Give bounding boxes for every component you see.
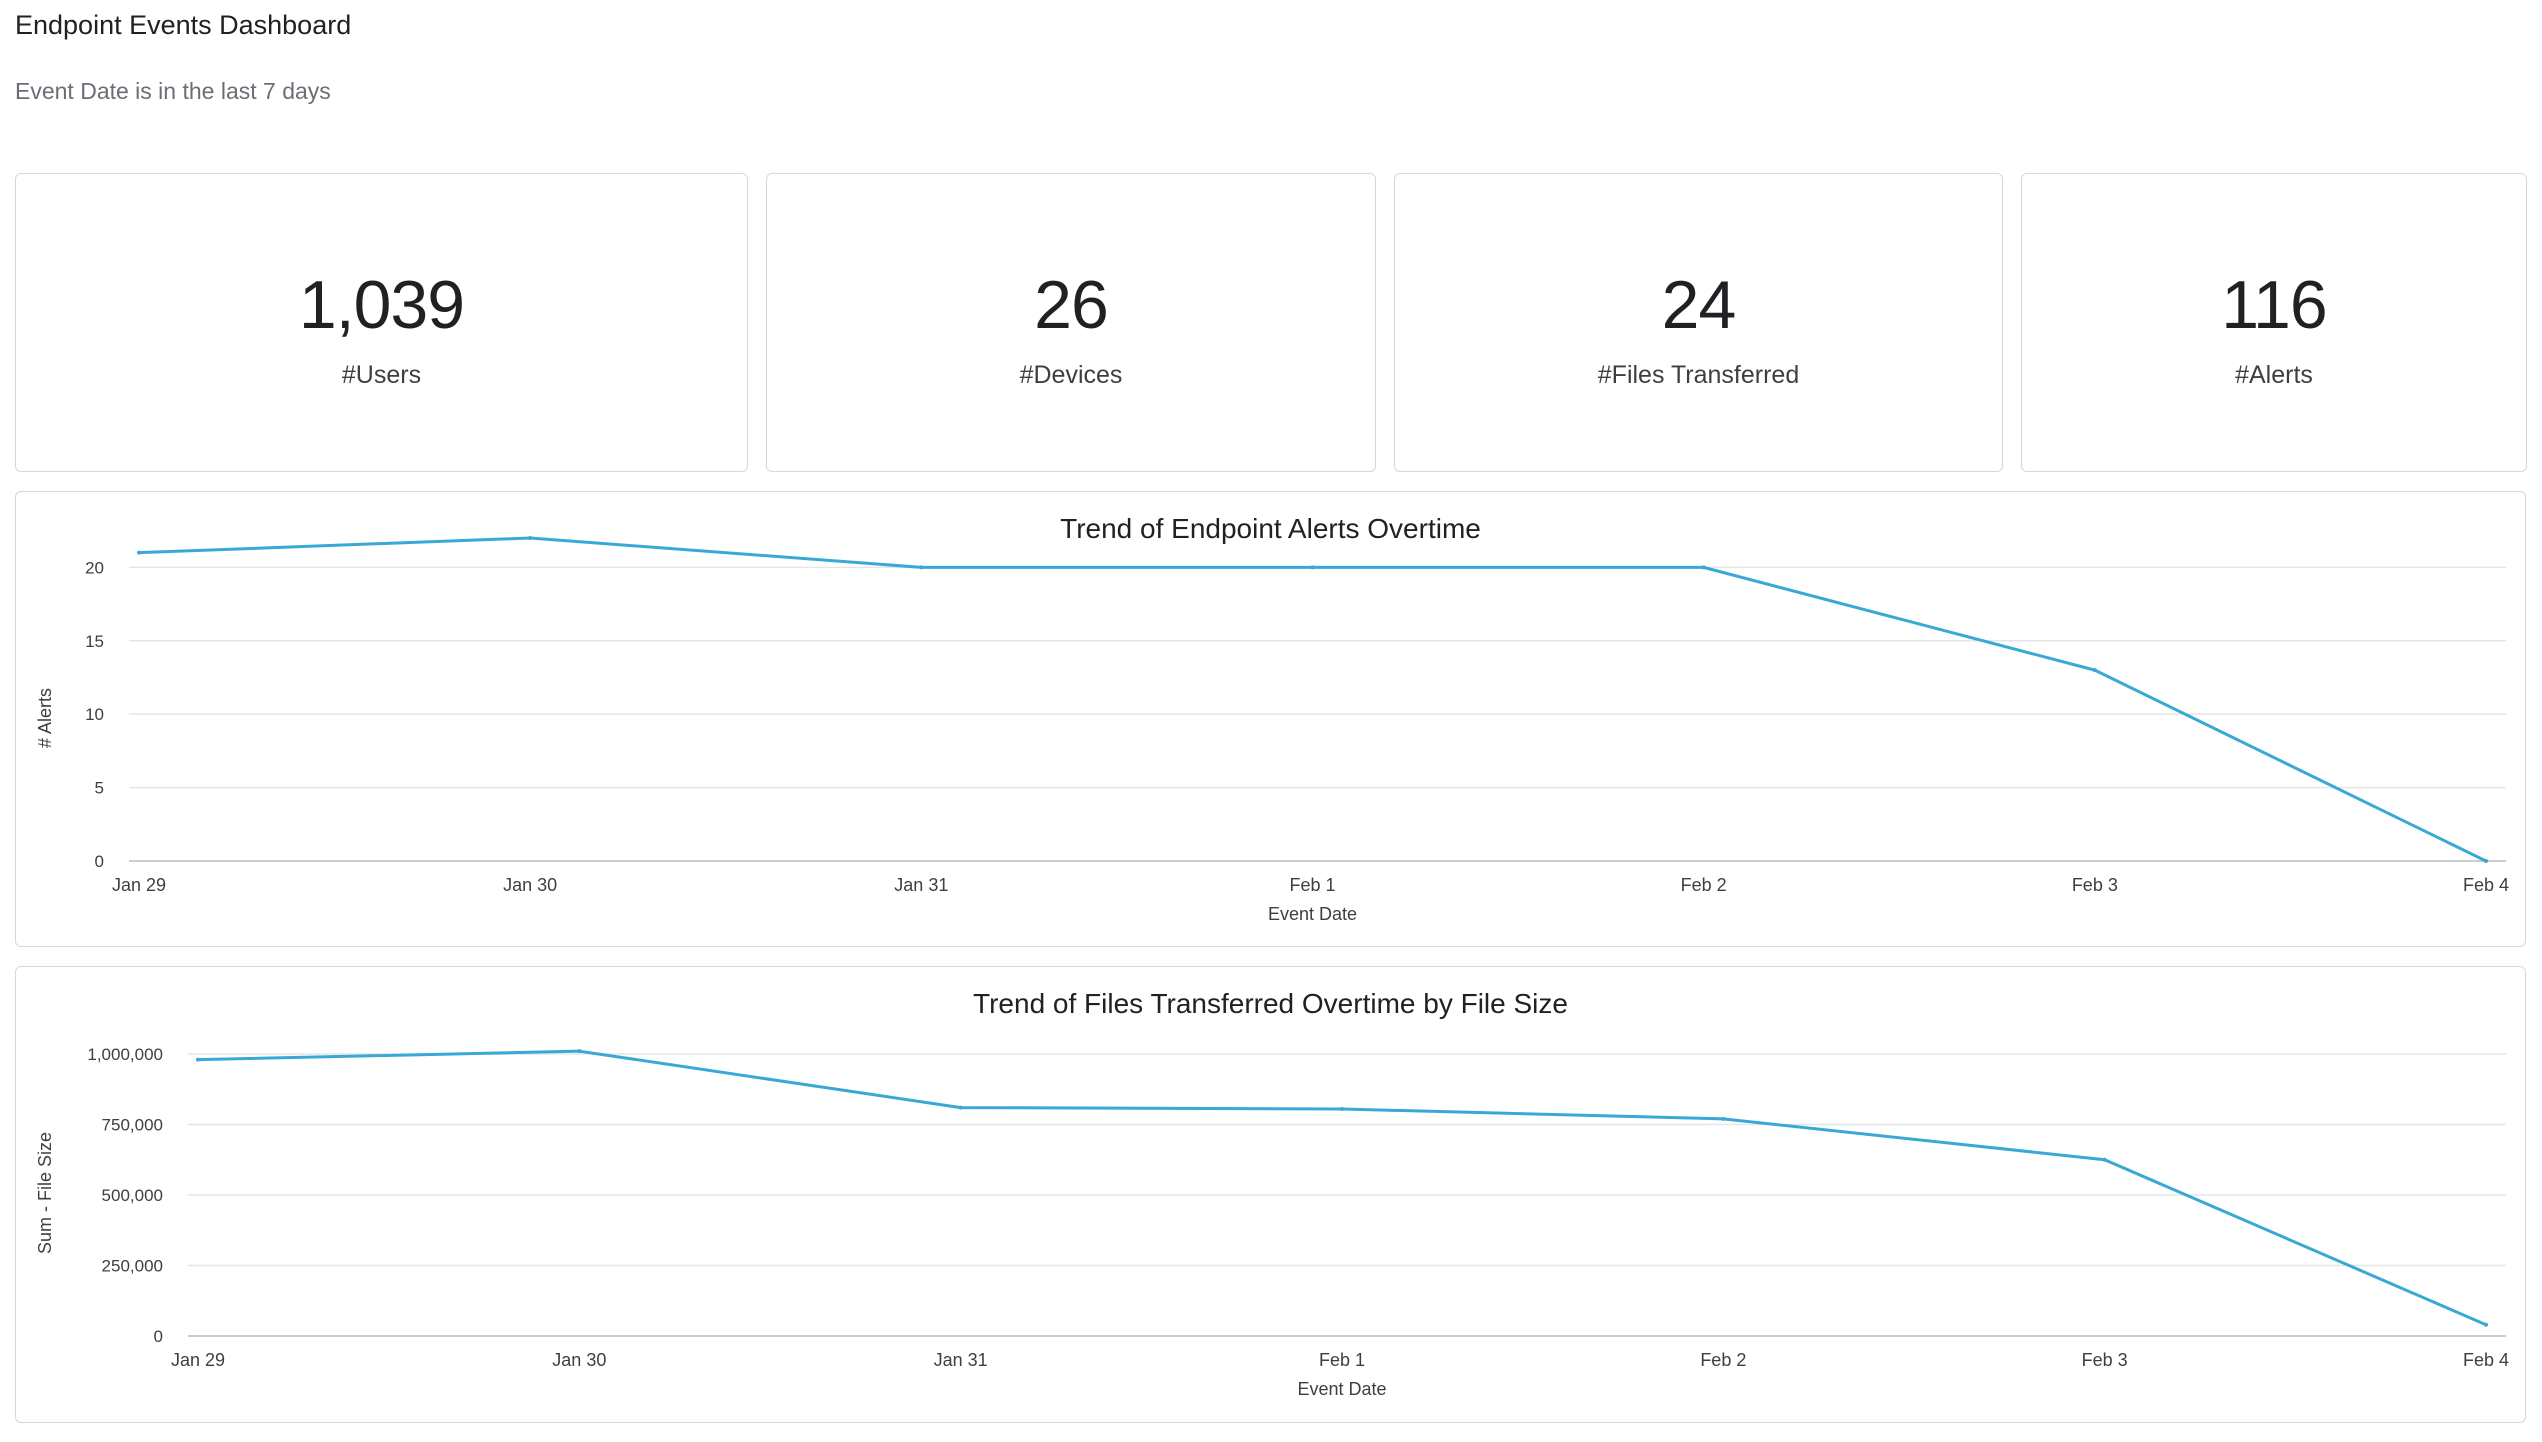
x-tick-label: Jan 29 — [112, 875, 166, 895]
kpi-card-files-transferred[interactable]: 24 #Files Transferred — [1394, 173, 2003, 472]
y-axis-title: # Alerts — [35, 688, 55, 748]
data-point — [958, 1105, 963, 1110]
kpi-row: 1,039 #Users 26 #Devices 24 #Files Trans… — [15, 173, 2527, 473]
y-tick-label: 5 — [95, 779, 104, 798]
data-point — [2484, 1322, 2488, 1327]
data-point — [1340, 1106, 1344, 1111]
files-trend-chart: 0 250,000 500,000 750,000 1,000,000 Jan 29 Jan… — [35, 1045, 2509, 1399]
data-point — [196, 1057, 200, 1062]
x-tick-label: Feb 2 — [1700, 1350, 1746, 1370]
x-tick-label: Feb 3 — [2072, 875, 2118, 895]
data-point — [137, 550, 141, 555]
kpi-card-devices[interactable]: 26 #Devices — [766, 173, 1376, 472]
x-tick-label: Jan 30 — [503, 875, 557, 895]
y-tick-label: 10 — [85, 705, 104, 724]
series-line — [138, 536, 2487, 863]
x-tick-label: Feb 3 — [2082, 1350, 2128, 1370]
y-tick-label: 0 — [154, 1327, 163, 1346]
kpi-label: #Users — [341, 361, 422, 389]
data-point — [2484, 859, 2488, 863]
x-tick-label: Jan 31 — [894, 875, 948, 895]
y-tick-label: 500,000 — [102, 1186, 163, 1205]
kpi-value: 1,039 — [298, 267, 465, 343]
kpi-label: #Files Transferred — [1597, 361, 1800, 389]
data-point — [1701, 565, 1706, 570]
x-tick-label: Feb 4 — [2463, 875, 2509, 895]
x-tick-label: Jan 31 — [934, 1350, 988, 1370]
alerts-trend-chart: 0 5 10 15 20 Jan 29 Jan 30 Jan 31 Feb 1 Feb 2 Feb … — [35, 536, 2509, 924]
y-tick-label: 20 — [85, 558, 104, 577]
kpi-value: 24 — [1661, 267, 1737, 343]
y-tick-label: 1,000,000 — [87, 1045, 163, 1064]
data-point — [1310, 565, 1315, 570]
y-tick-label: 750,000 — [102, 1116, 163, 1135]
y-tick-label: 0 — [95, 852, 104, 871]
series-line — [197, 1049, 2487, 1327]
files-trend-chart-card[interactable]: Trend of Files Transferred Overtime by F… — [15, 966, 2526, 1423]
x-tick-label: Feb 1 — [1319, 1350, 1365, 1370]
kpi-label: #Alerts — [2235, 361, 2313, 389]
data-point — [2092, 668, 2097, 673]
data-point — [2102, 1157, 2107, 1162]
x-tick-label: Feb 1 — [1289, 875, 1335, 895]
data-point — [528, 536, 533, 540]
dashboard-title: Endpoint Events Dashboard — [15, 10, 352, 40]
data-point — [577, 1049, 582, 1054]
x-tick-label: Feb 2 — [1681, 875, 1727, 895]
y-axis-title: Sum - File Size — [35, 1132, 55, 1254]
data-point — [919, 565, 924, 570]
y-tick-label: 250,000 — [102, 1257, 163, 1276]
dashboard-filter-text: Event Date is in the last 7 days — [15, 78, 331, 104]
data-point — [1721, 1116, 1726, 1121]
kpi-value: 26 — [1034, 267, 1109, 343]
kpi-label: #Devices — [1019, 361, 1123, 389]
x-tick-label: Feb 4 — [2463, 1350, 2509, 1370]
x-axis-title: Event Date — [1297, 1379, 1386, 1399]
kpi-card-users[interactable]: 1,039 #Users — [15, 173, 748, 472]
chart-title: Trend of Files Transferred Overtime by F… — [973, 988, 1568, 1019]
x-tick-label: Jan 30 — [552, 1350, 606, 1370]
chart-title: Trend of Endpoint Alerts Overtime — [1060, 513, 1481, 544]
x-axis-title: Event Date — [1268, 904, 1357, 924]
kpi-card-alerts[interactable]: 116 #Alerts — [2021, 173, 2527, 472]
x-tick-label: Jan 29 — [171, 1350, 225, 1370]
alerts-trend-chart-card[interactable]: Trend of Endpoint Alerts Overtime 0 5 10 15… — [15, 491, 2526, 947]
kpi-value: 116 — [2221, 267, 2327, 343]
y-tick-label: 15 — [85, 632, 104, 651]
